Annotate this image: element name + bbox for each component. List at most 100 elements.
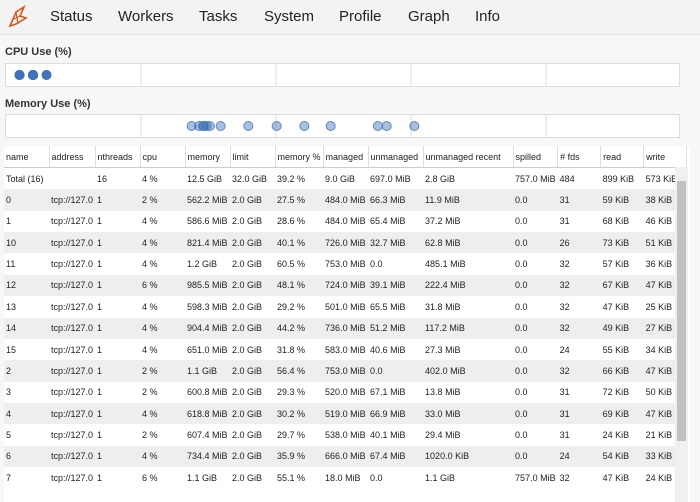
nav-link[interactable]: Status [50,8,93,25]
table-cell: 4 % [140,445,186,468]
dot [409,121,420,131]
table-cell: 598.3 MiB [187,301,228,312]
table-cell: 2 % [140,360,186,382]
table-cell: 501.0 MiB [325,301,366,312]
table-cell: 65.5 MiB [370,301,406,312]
table-cell: 29.2 % [277,301,306,312]
table-cell: tcp://127.0 [51,216,94,227]
cpu-title: CPU Use (%) [5,46,72,58]
nav-link[interactable]: Graph [408,8,450,25]
table-cell: 31.8 % [277,344,306,355]
table-cell: 1 [95,232,141,254]
table-cell: 4 % [142,344,158,355]
table-cell: 4 [4,402,49,425]
table-cell: 59 KiB [600,189,644,211]
column-header[interactable]: managed [323,146,369,168]
table-cell: 2 [4,360,49,382]
dot [271,121,282,131]
nav-link[interactable]: Profile [339,8,382,25]
column-header[interactable]: address [49,146,96,168]
column-header[interactable]: unmanaged recent [423,146,514,168]
column-header[interactable]: unmanaged [368,146,424,168]
table-cell: 40.1 MiB [370,429,406,440]
column-header[interactable]: limit [230,146,276,168]
table-cell: 0.0 [368,360,424,382]
table-cell: 13 [6,301,17,312]
table-cell: 66.3 MiB [368,189,424,211]
column-header[interactable]: nthreads [95,146,141,168]
table-cell: 2.0 GiB [232,429,263,440]
table-cell: 0.0 [513,189,558,211]
table-cell: 0.0 [515,344,528,355]
table-cell: 562.2 MiB [185,189,231,211]
table-cell: 5 [6,429,12,440]
scroll-thumb[interactable] [677,181,686,441]
memory-title: Memory Use (%) [5,98,91,110]
table-cell: 33.0 MiB [423,402,514,425]
table-cell: 4 % [142,259,158,270]
table-cell: 57 KiB [602,259,630,270]
table-cell: tcp://127.0 [49,445,96,468]
table-cell: 18.0 MiB [325,472,361,483]
table-cell: 753.0 MiB [325,259,366,270]
table-row: 14 tcp://127.0 1 4 % 904.4 MiB 2.0 GiB 44.2 % 7… [4,317,687,339]
table-cell: 1 [97,344,103,355]
scrollbar[interactable] [675,167,688,502]
table-cell: 1.1 GiB [187,472,218,483]
table-cell: 0.0 [513,402,558,425]
table: name address nthreads cpu memory limit memory … [4,146,688,488]
table-row: Total (16) 16 4 % 12.5 GiB 32.0 GiB 39.2 % 9.0… [4,168,687,190]
column-header[interactable]: # fds [557,146,602,168]
table-cell: 67.1 MiB [370,387,406,398]
table-cell: 0.0 [515,429,528,440]
column-header[interactable]: spilled [513,146,559,168]
table-row: 13 tcp://127.0 1 4 % 598.3 MiB 2.0 GiB 29.2 % 5… [4,296,687,317]
table-cell: 2.0 GiB [230,360,276,382]
table-cell: 2.0 GiB [230,317,276,339]
table-cell: 0 [4,189,49,211]
table-cell: 402.0 MiB [423,360,514,382]
table-cell: 821.4 MiB [185,232,231,254]
table-cell: 12 [4,274,49,297]
table-cell: 618.8 MiB [185,402,231,425]
column-header[interactable]: write [643,146,688,168]
dot [41,70,52,80]
table-cell: 0.0 [513,274,558,297]
table-cell: 1 [95,317,141,339]
column-header[interactable]: memory % [275,146,324,168]
table-cell: 757.0 MiB [515,472,556,483]
table-cell: 1 [97,429,103,440]
table-cell: 651.0 MiB [187,344,228,355]
nav-link[interactable]: Tasks [199,8,238,25]
logo[interactable] [6,4,30,30]
table-cell: 757.0 MiB [515,173,556,184]
table-cell: 32 [559,259,570,270]
table-cell: tcp://127.0 [51,472,94,483]
table-cell: 69 KiB [600,402,644,425]
column-header[interactable]: memory [185,146,231,168]
nav-link[interactable]: Info [475,8,501,25]
table-cell: 484.0 MiB [323,189,369,211]
column-header[interactable]: read [600,146,645,168]
table-cell: 2.0 GiB [230,445,276,468]
column-header[interactable]: cpu [140,146,186,168]
table-cell: 67.4 MiB [368,445,424,468]
table-cell: 36 KiB [645,259,673,270]
column-header[interactable]: name [4,146,50,168]
table-cell: 117.2 MiB [423,317,514,339]
dot [243,121,254,131]
table-cell: 32 [559,472,570,483]
table-cell: 29.3 % [277,387,306,398]
nav-link[interactable]: System [264,8,315,25]
table-cell: 985.5 MiB [185,274,231,297]
table-cell: 11.9 MiB [423,189,514,211]
table-row: 4 tcp://127.0 1 4 % 618.8 MiB 2.0 GiB 30.2 % 51… [4,402,687,425]
table-cell: 66 KiB [600,360,644,382]
table-cell: 6 % [142,472,158,483]
table-cell: 28.6 % [277,216,306,227]
table-cell: 4 % [142,216,158,227]
nav-link[interactable]: Workers [118,8,174,25]
table-cell: 24 KiB [602,429,630,440]
table-cell: 2 % [142,429,158,440]
table-row: 6 tcp://127.0 1 4 % 734.4 MiB 2.0 GiB 35.9 % 66… [4,445,687,468]
